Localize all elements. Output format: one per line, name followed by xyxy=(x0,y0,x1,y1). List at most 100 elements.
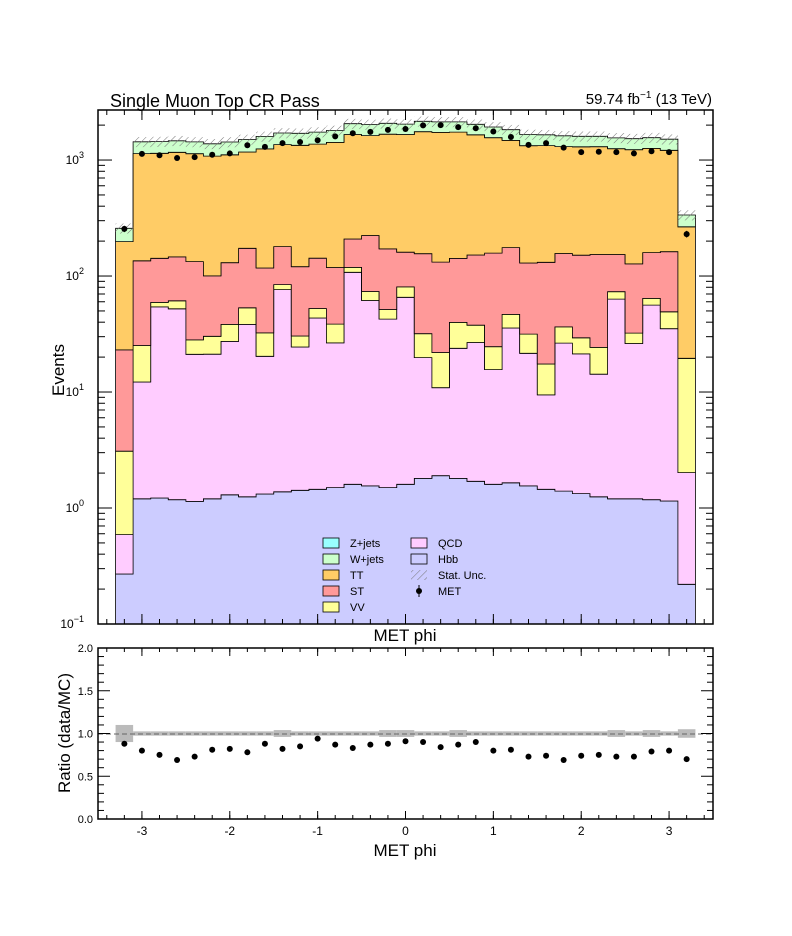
lumi-label: 59.74 fb−1 (13 TeV) xyxy=(586,90,712,108)
plot-title: Single Muon Top CR Pass xyxy=(110,91,320,111)
ratio-point xyxy=(226,745,233,752)
ratio-point xyxy=(613,753,620,760)
ratio-y-tick-label: 1.5 xyxy=(78,686,93,698)
stat-unc-bin xyxy=(326,125,344,136)
data-point xyxy=(543,140,550,147)
data-point xyxy=(384,126,391,133)
ratio-y-label: Ratio (data/MC) xyxy=(55,673,74,793)
ratio-x-tick-label: 2 xyxy=(578,824,585,838)
stat-unc-bin xyxy=(572,131,590,142)
stat-unc-bin xyxy=(677,210,696,221)
ratio-x-tick-label: -2 xyxy=(224,824,235,838)
stat-unc-bin xyxy=(484,122,503,133)
data-point xyxy=(472,125,479,132)
ratio-point xyxy=(595,751,602,758)
legend-marker xyxy=(416,588,422,594)
stat-unc-bin xyxy=(467,119,485,130)
data-point xyxy=(490,128,497,135)
legend-swatch xyxy=(322,585,340,597)
ratio-point xyxy=(191,753,198,760)
ratio-point xyxy=(244,749,251,756)
data-point xyxy=(314,137,321,144)
ratio-point xyxy=(384,740,391,747)
stat-unc-bin xyxy=(308,127,327,138)
ratio-point xyxy=(209,746,216,753)
legend-label: Stat. Unc. xyxy=(438,570,486,582)
data-point xyxy=(279,140,286,147)
stat-unc-bin xyxy=(519,129,538,140)
stat-unc-bin xyxy=(537,129,555,141)
ratio-unc-band-bin xyxy=(150,731,169,736)
data-point xyxy=(578,149,585,156)
stat-unc-bin xyxy=(607,133,626,144)
data-point xyxy=(613,149,620,156)
ratio-x-tick-label: 0 xyxy=(402,824,409,838)
ratio-point xyxy=(138,747,145,754)
ratio-axes: -3 -2 -1 0 1 2 3 0.0 0.5 1.0 1.5 2.0 xyxy=(78,643,713,838)
legend-label: Z+jets xyxy=(350,538,381,550)
data-point xyxy=(648,148,655,155)
legend-swatch-hatch xyxy=(411,570,427,580)
legend-label: VV xyxy=(350,602,365,614)
ratio-points-layer xyxy=(121,735,690,764)
legend: Z+jets W+jets TT ST VV QCD Hbb Stat. Unc. MET xyxy=(322,537,486,614)
data-point xyxy=(595,148,602,155)
ratio-point xyxy=(525,753,532,760)
ratio-point xyxy=(455,741,462,748)
data-point xyxy=(191,154,198,161)
stat-unc-bin xyxy=(502,124,520,136)
legend-label: W+jets xyxy=(350,554,384,566)
main-x-label: MET phi xyxy=(374,626,437,645)
data-point xyxy=(560,144,567,151)
stat-unc-bin xyxy=(660,134,678,145)
data-point xyxy=(420,122,427,129)
data-point xyxy=(297,139,304,146)
stat-unc-bin xyxy=(379,118,397,129)
stat-unc-layer xyxy=(115,116,696,234)
y-tick-label: 10−1 xyxy=(60,614,84,631)
data-point xyxy=(174,155,181,162)
stat-unc-bin xyxy=(625,133,643,145)
data-point xyxy=(209,151,216,158)
stat-unc-bin xyxy=(273,128,292,139)
ratio-unc-band-bin xyxy=(519,731,538,736)
ratio-point xyxy=(402,738,409,745)
ratio-point xyxy=(156,751,163,758)
stat-unc-bin xyxy=(554,131,573,142)
ratio-unc-band-bin xyxy=(431,731,450,736)
ratio-x-tick-label: -3 xyxy=(137,824,148,838)
ratio-point xyxy=(472,739,479,746)
ratio-x-label: MET phi xyxy=(374,841,437,860)
stat-unc-bin xyxy=(221,137,239,148)
ratio-point xyxy=(349,745,356,752)
stat-unc-bin xyxy=(185,137,204,148)
ratio-point xyxy=(121,740,128,747)
ratio-point xyxy=(261,740,268,747)
ratio-point xyxy=(314,735,321,742)
stat-unc-bin xyxy=(203,139,221,150)
legend-label: MET xyxy=(438,586,462,598)
y-tick-label: 100 xyxy=(66,498,84,515)
stat-unc-bin xyxy=(396,119,415,130)
ratio-point xyxy=(507,746,514,753)
stat-unc-bin xyxy=(344,118,362,129)
stat-unc-bin xyxy=(590,131,608,142)
data-point xyxy=(226,150,233,157)
ratio-point xyxy=(560,757,567,764)
stat-unc-bin xyxy=(133,137,151,148)
ratio-unc-band-bin xyxy=(625,731,643,736)
data-point xyxy=(630,150,637,157)
stat-unc-bin xyxy=(642,132,661,143)
legend-swatch xyxy=(322,569,340,581)
ratio-y-tick-label: 2.0 xyxy=(78,643,93,655)
ratio-unc-band-bin xyxy=(256,731,274,736)
ratio-point xyxy=(332,741,339,748)
y-tick-label: 101 xyxy=(66,382,84,399)
stat-unc-bin xyxy=(449,117,467,128)
ratio-x-tick-label: 3 xyxy=(666,824,673,838)
legend-swatch xyxy=(322,537,340,549)
ratio-point xyxy=(543,752,550,759)
data-point xyxy=(666,149,673,156)
ratio-point xyxy=(279,745,286,752)
data-point xyxy=(683,231,690,238)
